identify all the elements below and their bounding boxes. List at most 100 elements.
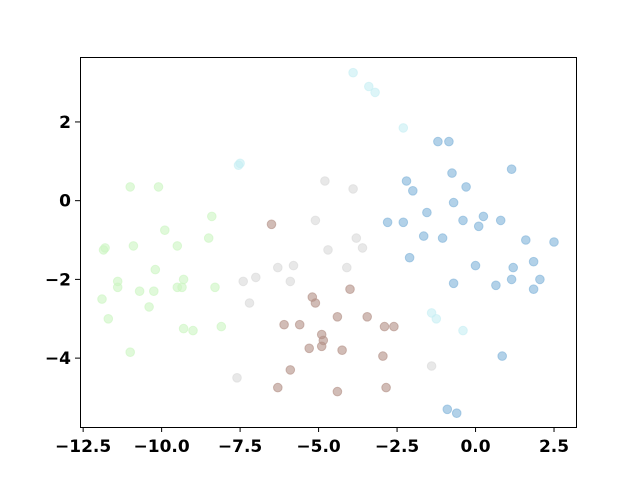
y-tick-label: −2 [45, 270, 71, 290]
data-point-s4-27 [528, 284, 539, 295]
data-point-s1-0 [348, 67, 358, 78]
data-point-s3-4 [332, 312, 343, 322]
data-point-s1-1 [364, 81, 374, 92]
data-point-s2-5 [323, 245, 333, 255]
data-point-s4-13 [495, 215, 506, 226]
data-point-s2-4 [357, 243, 368, 253]
data-point-s3-18 [381, 382, 391, 393]
data-point-s1-3 [398, 123, 409, 133]
data-point-s4-5 [461, 182, 471, 192]
data-point-s0-0 [125, 182, 135, 192]
data-point-s0-18 [97, 294, 107, 304]
data-point-s4-6 [408, 186, 418, 196]
data-point-s0-2 [160, 225, 170, 235]
data-point-s4-10 [398, 217, 409, 228]
data-point-s2-0 [320, 176, 330, 186]
data-point-s0-20 [103, 314, 114, 324]
data-point-s1-5 [233, 160, 244, 170]
x-tick-label: 2.5 [539, 437, 569, 457]
data-point-s4-18 [549, 237, 559, 247]
data-point-s0-3 [207, 211, 217, 222]
data-point-s4-9 [382, 217, 393, 228]
data-point-s4-1 [444, 136, 454, 147]
data-point-s0-17 [210, 282, 220, 293]
data-point-s4-29 [442, 404, 453, 415]
data-point-s0-4 [203, 233, 214, 243]
data-point-s4-25 [506, 274, 517, 285]
data-point-s4-15 [418, 231, 429, 241]
data-point-s4-0 [433, 136, 443, 147]
data-point-s0-23 [188, 325, 198, 336]
data-point-s2-14 [426, 361, 437, 371]
plot-frame [80, 57, 577, 428]
data-point-s3-6 [279, 319, 289, 330]
data-point-s1-7 [431, 314, 442, 324]
data-point-s0-16 [134, 286, 145, 297]
x-tick-label: 0.0 [460, 437, 490, 457]
data-point-s0-14 [172, 282, 183, 293]
data-point-s4-7 [448, 197, 459, 208]
data-point-s0-22 [178, 323, 189, 334]
data-point-s0-19 [144, 302, 154, 312]
y-tick-label: −4 [45, 349, 71, 369]
data-point-s0-6 [98, 245, 109, 255]
data-point-s4-21 [508, 262, 519, 273]
data-point-s0-9 [150, 264, 161, 275]
data-point-s3-1 [345, 284, 355, 295]
data-point-s3-17 [273, 382, 283, 393]
data-point-s3-12 [304, 343, 315, 354]
data-point-s0-1 [153, 182, 164, 192]
data-point-s2-12 [244, 298, 255, 308]
data-point-s2-1 [348, 184, 358, 194]
data-point-s4-11 [458, 215, 468, 226]
data-point-s3-9 [389, 321, 399, 332]
y-axis: −4 −2 0 2 [45, 113, 80, 369]
data-point-s4-22 [528, 256, 539, 267]
data-point-s0-12 [178, 274, 189, 285]
y-tick-label: 2 [59, 113, 71, 133]
data-point-s3-3 [310, 298, 321, 308]
data-point-s4-14 [473, 221, 484, 232]
data-point-s4-17 [521, 235, 531, 245]
data-points [97, 67, 559, 419]
data-point-s4-3 [506, 164, 517, 174]
data-point-s2-13 [232, 373, 242, 383]
data-point-s4-23 [448, 278, 459, 289]
data-point-s3-0 [266, 219, 277, 230]
data-point-s3-19 [332, 386, 343, 397]
data-point-s2-7 [273, 262, 283, 273]
data-point-s0-11 [112, 282, 123, 293]
data-point-s4-24 [491, 280, 501, 291]
x-tick-label: −7.5 [218, 437, 262, 457]
data-point-s4-19 [404, 252, 415, 263]
data-point-s0-24 [125, 347, 135, 358]
data-point-s0-7 [128, 241, 139, 251]
data-point-s4-20 [470, 260, 481, 271]
data-point-s4-16 [437, 233, 448, 243]
data-point-s2-6 [288, 260, 299, 271]
data-point-s3-7 [294, 319, 305, 330]
data-point-s3-15 [378, 351, 388, 361]
data-point-s0-15 [149, 286, 159, 297]
data-point-s2-3 [351, 233, 362, 243]
data-point-s2-10 [251, 272, 261, 283]
data-point-s4-30 [451, 408, 462, 419]
data-point-s3-16 [285, 365, 296, 375]
data-point-s4-4 [401, 176, 412, 186]
data-point-s1-8 [458, 325, 468, 336]
data-point-s4-8 [422, 207, 432, 218]
x-axis: −12.5 −10.0 −7.5 −5.0 −2.5 0.0 2.5 [55, 427, 569, 457]
data-point-s0-8 [172, 241, 183, 251]
data-point-s4-2 [447, 168, 457, 178]
data-point-s3-13 [316, 341, 327, 352]
data-point-s2-9 [238, 276, 248, 287]
x-tick-label: −10.0 [134, 437, 190, 457]
x-tick-label: −12.5 [55, 437, 111, 457]
data-point-s4-12 [478, 211, 489, 222]
data-point-s0-21 [216, 321, 227, 332]
data-point-s3-5 [362, 312, 373, 322]
x-tick-label: −5.0 [296, 437, 341, 457]
data-point-s2-2 [310, 215, 321, 226]
data-point-s1-2 [370, 87, 380, 98]
